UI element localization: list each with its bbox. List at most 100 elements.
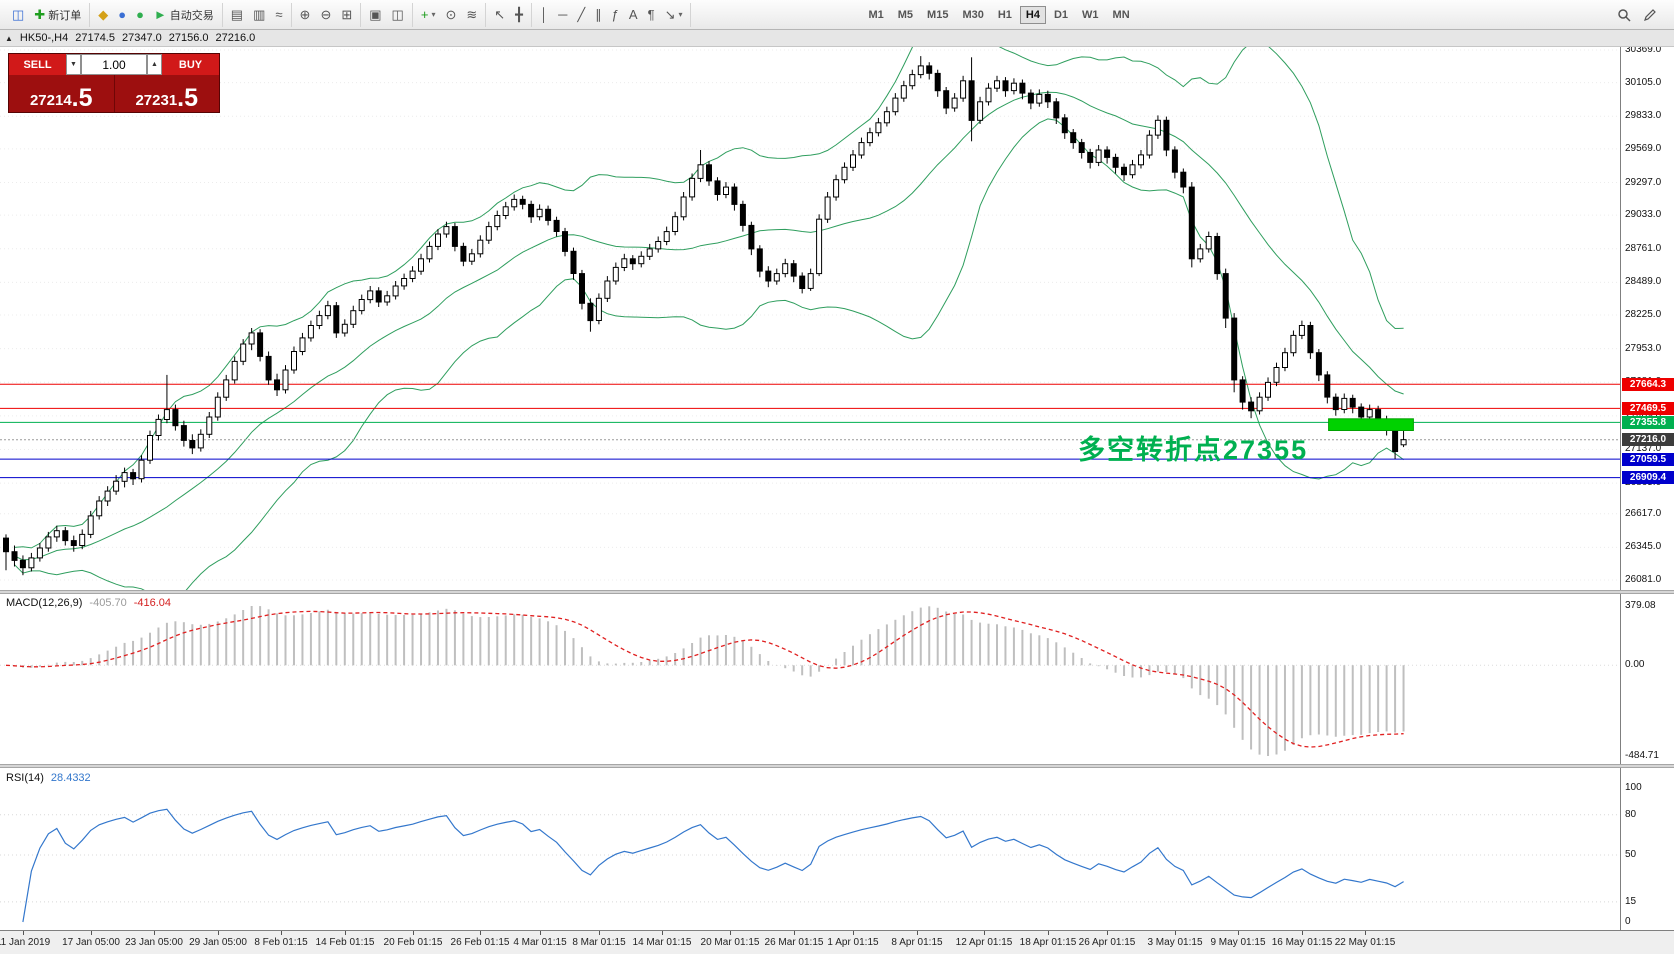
panel-splitter[interactable] — [0, 590, 1674, 594]
axis-label: 30369.0 — [1625, 44, 1662, 55]
new-window-button[interactable]: ▣ — [365, 6, 385, 23]
time-label: 20 Feb 01:15 — [383, 937, 443, 948]
sell-price[interactable]: 27214.5 — [9, 75, 114, 112]
axis-label: 26345.0 — [1625, 541, 1662, 553]
new-order-button-label: 新订单 — [48, 9, 82, 22]
time-label: 29 Jan 05:00 — [189, 937, 247, 948]
templates-button[interactable]: ≋ — [462, 6, 481, 23]
pencil-icon[interactable] — [1639, 6, 1661, 24]
horizontal-line-button[interactable]: ─ — [554, 6, 571, 23]
new-order-button[interactable]: ✚ 新订单 — [30, 5, 85, 25]
chart-title-bar[interactable]: ▲ HK50-,H4 27174.5 27347.0 27156.0 27216… — [0, 30, 1674, 47]
bar-chart-button[interactable]: ▤ — [227, 6, 247, 23]
bar-open-value: 27174.5 — [75, 32, 115, 44]
timeframe-m15[interactable]: M15 — [927, 8, 949, 21]
arrows-button[interactable]: ↘ ▾ — [661, 6, 687, 23]
buy-price-pips: .5 — [177, 84, 199, 112]
trendline-button[interactable]: ╱ — [573, 6, 589, 23]
vertical-line-button[interactable]: │ — [536, 6, 552, 23]
axis-label: 26081.0 — [1625, 574, 1662, 585]
rsi-panel[interactable] — [0, 768, 1620, 930]
sell-button[interactable]: SELL — [9, 54, 66, 75]
price-chart[interactable] — [0, 47, 1620, 590]
timeframe-m5[interactable]: M5 — [897, 8, 914, 21]
time-axis[interactable]: 11 Jan 2019 17 Jan 05:00 23 Jan 05:00 29 Ja… — [0, 930, 1674, 954]
autotrading-button-label: 自动交易 — [169, 9, 214, 22]
buy-price[interactable]: 27231.5 — [113, 75, 219, 112]
volume-input[interactable] — [81, 54, 147, 75]
time-tick — [1048, 931, 1049, 935]
timeframe-h1[interactable]: H1 — [997, 8, 1012, 21]
timeframe-mn[interactable]: MN — [1112, 8, 1130, 21]
candlestick-button[interactable]: ▥ — [249, 6, 269, 23]
timeframe-m1[interactable]: M1 — [868, 8, 884, 21]
tile-windows-button[interactable]: ⊞ — [337, 6, 356, 23]
symbol-timeframe: HK50-,H4 — [19, 32, 69, 44]
time-label: 8 Feb 01:15 — [254, 937, 308, 948]
rsi-value: 28.4332 — [50, 772, 91, 784]
time-tick — [1238, 931, 1239, 935]
vertical-line-icon: │ — [540, 7, 549, 22]
main-toolbar: ◫ ✚ 新订单 ◆ ● ● ► 自动交易 ▤ ▥ ≈ ⊕ ⊖ ⊞ ▣ ◫ + ▾ ⊙ ≋ ↖ ╋ │ ─ ╱ ∥ ƒ A ¶ ↘ ▾ M1 M… — [0, 0, 1674, 30]
timeframe-h4[interactable]: H4 — [1019, 5, 1046, 24]
zoom-in-button[interactable]: ⊕ — [296, 6, 315, 23]
timeframe-d1[interactable]: D1 — [1053, 8, 1069, 21]
axis-label: 27137.0 — [1625, 443, 1662, 455]
price-tag: 26909.4 — [1622, 471, 1674, 485]
time-label: 26 Feb 01:15 — [450, 937, 510, 948]
sell-price-main: 27214 — [29, 92, 72, 109]
time-tick — [23, 931, 24, 935]
time-label: 12 Apr 01:15 — [955, 937, 1013, 948]
axis-label: -484.71 — [1625, 750, 1659, 761]
macd-main-value: -405.70 — [89, 597, 127, 609]
toolbar-group: │ ─ ╱ ∥ ƒ A ¶ ↘ ▾ — [532, 2, 692, 27]
panel-splitter[interactable] — [0, 764, 1674, 768]
timeframe-toolbar: M1 M5 M15 M30 H1 H4 D1 W1 MN — [861, 5, 1136, 24]
time-tick — [1175, 931, 1176, 935]
time-tick — [662, 931, 663, 935]
fibonacci-button[interactable]: ƒ — [608, 6, 623, 23]
timeframe-m30[interactable]: M30 — [962, 8, 984, 21]
axis-label: 0 — [1625, 916, 1631, 927]
buy-button[interactable]: BUY — [162, 54, 219, 75]
autotrading-button[interactable]: ► 自动交易 — [150, 5, 218, 25]
indicators-button[interactable]: + ▾ — [417, 6, 440, 23]
time-tick — [1365, 931, 1366, 935]
toolbar-group: ▣ ◫ — [361, 2, 413, 27]
time-label: 4 Mar 01:15 — [513, 937, 567, 948]
toolbar-button-groups: ◫ ✚ 新订单 ◆ ● ● ► 自动交易 ▤ ▥ ≈ ⊕ ⊖ ⊞ ▣ ◫ + ▾ ⊙ ≋ ↖ ╋ │ ─ ╱ ∥ ƒ A ¶ ↘ ▾ — [4, 0, 692, 29]
line-chart-button[interactable]: ≈ — [271, 6, 286, 23]
timeframe-w1[interactable]: W1 — [1082, 8, 1099, 21]
period-button[interactable]: ⊙ — [441, 6, 460, 23]
volume-increase-button[interactable]: ▲ — [147, 54, 162, 75]
market-button[interactable]: ● — [114, 6, 130, 23]
trendline-icon: ╱ — [577, 7, 586, 22]
zoom-out-button[interactable]: ⊖ — [316, 6, 335, 23]
collapse-icon[interactable]: ▲ — [5, 33, 13, 43]
time-label: 16 May 01:15 — [1271, 937, 1333, 948]
tile-windows-icon: ⊞ — [341, 7, 353, 22]
zoom-out-icon: ⊖ — [320, 7, 332, 22]
chart-window-button[interactable]: ◫ — [8, 6, 28, 23]
axis-label: 50 — [1625, 849, 1637, 860]
axis-label: 29033.0 — [1625, 209, 1662, 221]
arrange-windows-button[interactable]: ◫ — [388, 6, 408, 23]
price-axis[interactable]: 30369.0 30105.0 29833.0 29569.0 29297.0 29033… — [1620, 44, 1674, 930]
crosshair-button[interactable]: ╋ — [511, 6, 527, 23]
macd-panel[interactable] — [0, 594, 1620, 764]
wizard-icon: ◆ — [98, 7, 109, 22]
cursor-button[interactable]: ↖ — [490, 6, 509, 23]
axis-label: 26617.0 — [1625, 507, 1662, 519]
search-icon[interactable] — [1613, 6, 1635, 24]
time-tick — [480, 931, 481, 935]
text-label-button[interactable]: ¶ — [644, 6, 659, 23]
toolbar-right-group — [1612, 6, 1670, 24]
volume-decrease-button[interactable]: ▼ — [66, 54, 81, 75]
signals-button[interactable]: ● — [132, 6, 148, 23]
time-tick — [540, 931, 541, 935]
signals-icon: ● — [136, 7, 144, 22]
text-button[interactable]: A — [625, 6, 642, 23]
price-tag: 27216.0 — [1622, 433, 1674, 447]
mql-wizard-button[interactable]: ◆ — [94, 6, 112, 23]
channel-button[interactable]: ∥ — [591, 6, 606, 23]
